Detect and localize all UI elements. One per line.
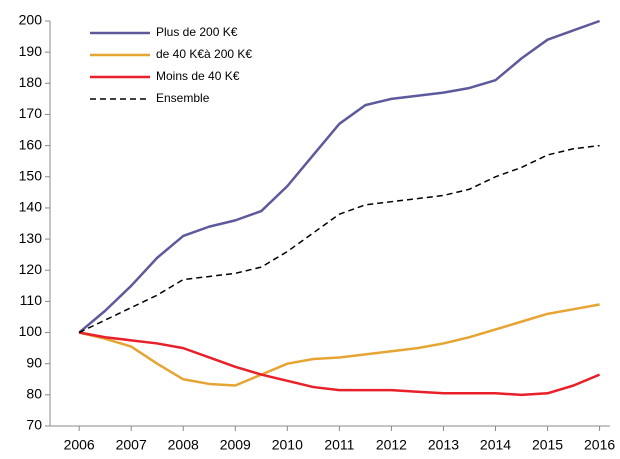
series-line [78,19,601,334]
y-tick-label: 130 [19,230,43,246]
x-tick-label: 2009 [220,437,251,453]
y-tick-label: 200 [19,12,43,28]
legend-label: Ensemble [156,91,210,105]
y-tick-label: 90 [26,354,42,370]
y-tick-label: 140 [19,199,43,215]
legend-label: Plus de 200 K€ [156,25,238,39]
y-tick-label: 70 [26,417,42,433]
x-tick-label: 2015 [532,437,563,453]
y-tick-label: 170 [19,105,43,121]
y-tick-label: 80 [26,386,42,402]
x-tick-label: 2006 [64,437,95,453]
y-tick-label: 150 [19,167,43,183]
series-line [78,331,601,397]
x-tick-label: 2016 [584,437,615,453]
y-tick-label: 190 [19,43,43,59]
y-tick-label: 120 [19,261,43,277]
x-tick-label: 2013 [428,437,459,453]
x-tick-label: 2014 [480,437,511,453]
series-line [78,303,600,387]
y-tick-label: 180 [19,74,43,90]
legend-label: Moins de 40 K€ [156,69,240,83]
y-tick-label: 110 [20,292,43,308]
x-tick-label: 2012 [376,437,407,453]
x-tick-label: 2007 [116,437,147,453]
series-line [78,144,600,334]
y-tick-label: 100 [19,323,43,339]
x-tick-label: 2010 [272,437,303,453]
x-tick-label: 2011 [324,437,354,453]
legend-label: de 40 K€à 200 K€ [156,47,252,61]
y-tick-label: 160 [19,136,43,152]
x-tick-label: 2008 [168,437,199,453]
